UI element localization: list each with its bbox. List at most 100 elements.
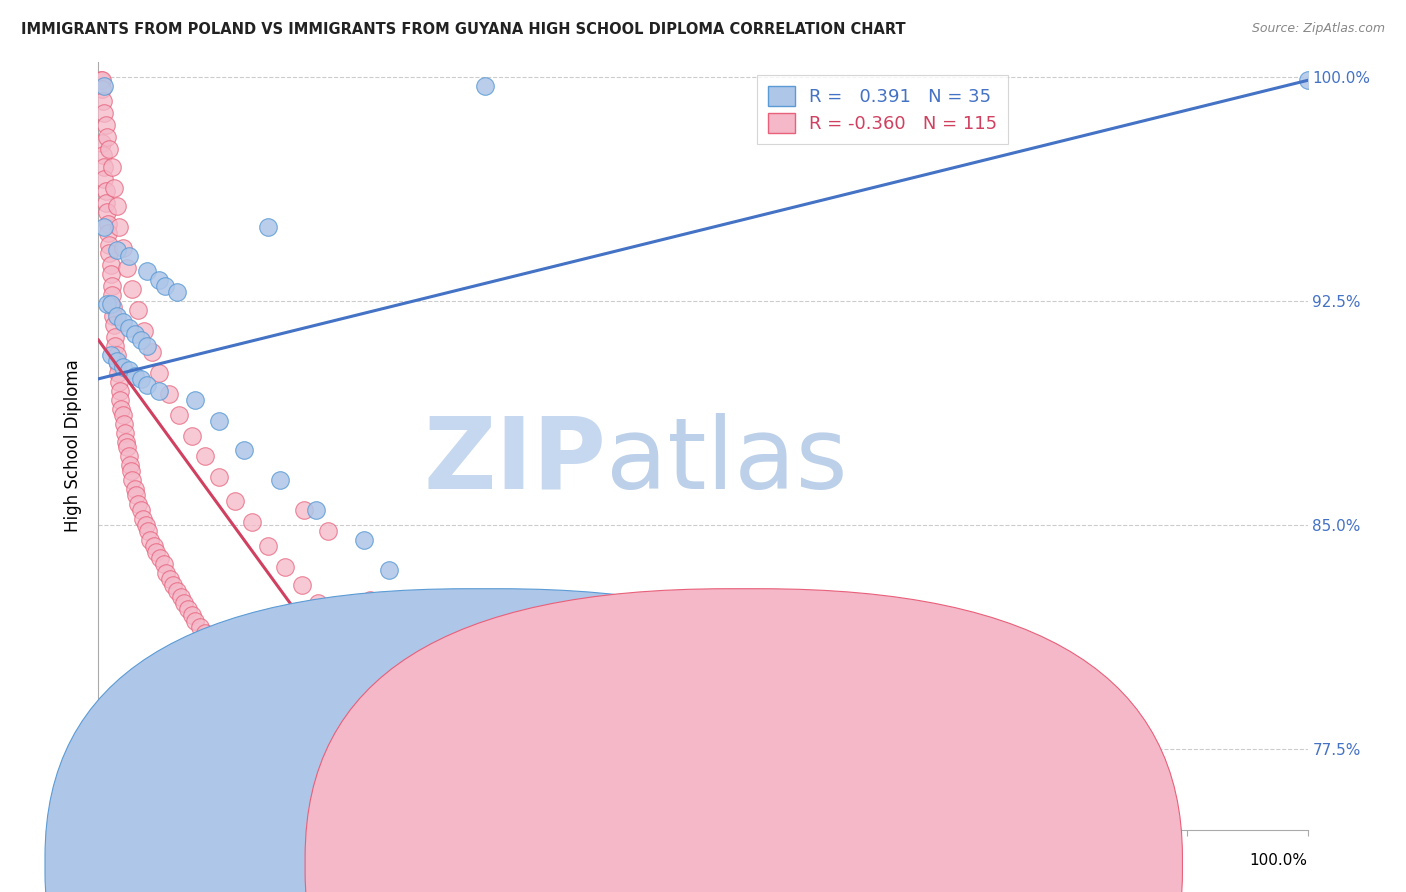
Legend: R =   0.391   N = 35, R = -0.360   N = 115: R = 0.391 N = 35, R = -0.360 N = 115 <box>756 75 1008 144</box>
Point <box>188 619 211 633</box>
Point <box>101 300 124 314</box>
Point <box>112 417 135 431</box>
Point <box>157 386 180 401</box>
Point <box>149 550 172 565</box>
Point <box>198 632 221 646</box>
Point <box>245 682 267 697</box>
Point <box>353 533 375 547</box>
Point <box>184 392 207 407</box>
Point <box>90 73 112 87</box>
Point <box>105 354 128 368</box>
Point <box>437 793 460 807</box>
Point <box>148 366 170 380</box>
Point <box>91 95 114 109</box>
Point <box>105 244 128 258</box>
Point <box>91 148 114 162</box>
Point <box>127 303 149 318</box>
Point <box>132 512 155 526</box>
Point <box>91 136 114 150</box>
Point <box>256 539 278 553</box>
Point <box>212 647 235 661</box>
Point <box>94 184 117 198</box>
Point <box>239 676 262 690</box>
Point <box>360 649 382 664</box>
Point <box>263 697 285 711</box>
Point <box>224 494 246 508</box>
Point <box>194 450 217 464</box>
Point <box>108 219 131 234</box>
Text: Source: ZipAtlas.com: Source: ZipAtlas.com <box>1251 22 1385 36</box>
Point <box>121 282 143 296</box>
Point <box>402 632 425 646</box>
Point <box>290 578 312 592</box>
Point <box>152 557 174 571</box>
Point <box>103 181 125 195</box>
Point <box>474 79 496 94</box>
Point <box>100 160 122 174</box>
Point <box>114 425 136 440</box>
Point <box>166 285 188 300</box>
Point <box>96 130 118 145</box>
Point <box>180 607 202 622</box>
Point <box>377 667 399 681</box>
Point <box>93 106 115 120</box>
Point <box>108 384 131 398</box>
Point <box>204 638 226 652</box>
Point <box>96 297 118 311</box>
Point <box>184 614 207 628</box>
Point <box>111 240 134 254</box>
Point <box>100 259 122 273</box>
Point <box>105 199 128 213</box>
Point <box>100 348 122 362</box>
Point <box>110 401 132 416</box>
Point <box>124 368 146 383</box>
Point <box>97 226 120 240</box>
Point <box>250 688 273 702</box>
Point <box>98 246 121 260</box>
Point <box>269 473 291 487</box>
Point <box>180 428 202 442</box>
Point <box>155 566 177 580</box>
Text: Immigrants from Poland: Immigrants from Poland <box>506 857 690 871</box>
Point <box>159 572 181 586</box>
Point <box>111 359 134 374</box>
Point <box>256 694 278 708</box>
Y-axis label: High School Diploma: High School Diploma <box>65 359 83 533</box>
Point <box>166 583 188 598</box>
Point <box>117 441 139 455</box>
Point <box>135 377 157 392</box>
Point <box>105 348 128 362</box>
Point <box>153 279 176 293</box>
Text: 100.0%: 100.0% <box>1250 854 1308 869</box>
Text: ZIP: ZIP <box>423 413 606 510</box>
Point <box>91 73 114 87</box>
Point <box>118 250 141 264</box>
Point <box>100 268 122 282</box>
Point <box>115 434 138 449</box>
Point <box>148 384 170 398</box>
Point <box>228 665 250 679</box>
Point <box>100 297 122 311</box>
Text: 0.0%: 0.0% <box>98 854 138 869</box>
Point <box>118 458 141 473</box>
Point <box>134 324 156 338</box>
Point <box>104 339 127 353</box>
Point <box>135 518 157 533</box>
Point <box>232 443 254 458</box>
Point <box>91 82 114 96</box>
Point <box>1296 73 1319 87</box>
Point <box>413 607 436 622</box>
Point <box>129 372 152 386</box>
Point <box>342 756 364 771</box>
Point <box>124 483 146 497</box>
Point <box>124 327 146 342</box>
Point <box>273 560 295 574</box>
Point <box>208 643 231 657</box>
Point <box>108 392 131 407</box>
Point <box>240 515 263 529</box>
Point <box>377 563 399 577</box>
Point <box>94 118 117 132</box>
Point <box>169 590 191 604</box>
Point <box>93 219 115 234</box>
Point <box>103 318 125 332</box>
